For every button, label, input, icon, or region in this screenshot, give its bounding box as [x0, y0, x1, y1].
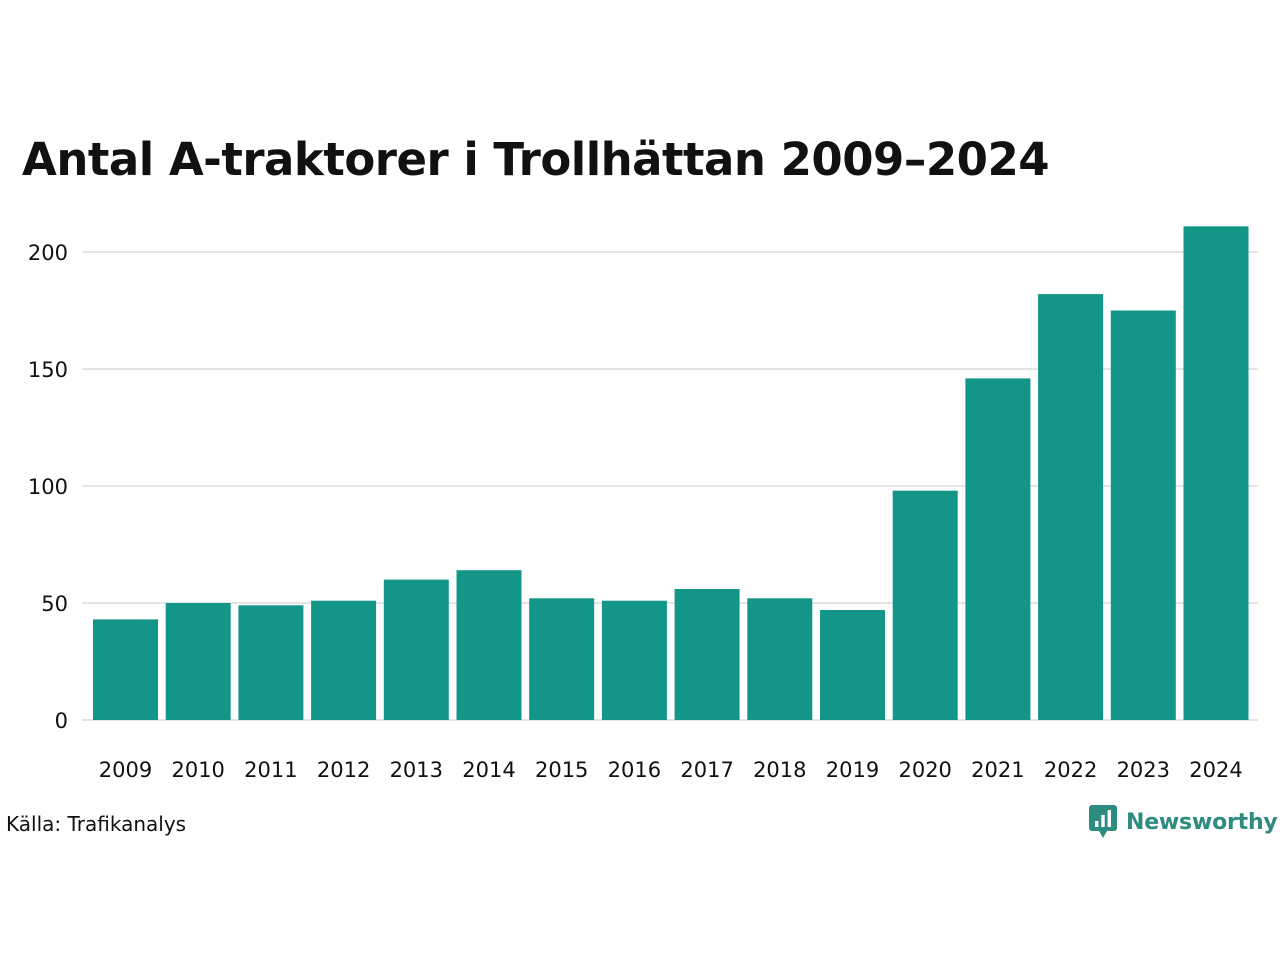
- bar-2012: [311, 600, 377, 720]
- y-tick-label: 150: [28, 358, 68, 382]
- bar-2009: [93, 619, 158, 720]
- bars: [93, 226, 1249, 721]
- x-tick-label: 2020: [898, 758, 951, 782]
- bar-2019: [820, 610, 885, 720]
- bar-chart: 0 50 100 150 200 2009 2010 2011 2012 2013 2014 201…: [28, 226, 1258, 782]
- x-tick-label: 2012: [317, 758, 370, 782]
- bar-2024: [1183, 226, 1249, 721]
- x-tick-label: 2024: [1189, 758, 1242, 782]
- brand-logo: Newsworthy: [1088, 804, 1278, 840]
- y-tick-label: 0: [55, 709, 68, 733]
- x-tick-label: 2013: [390, 758, 443, 782]
- bar-2018: [747, 598, 813, 720]
- y-tick-label: 200: [28, 241, 68, 265]
- bar-2014: [456, 570, 522, 720]
- x-tick-label: 2017: [680, 758, 733, 782]
- chart-title: Antal A-traktorer i Trollhättan 2009–202…: [22, 133, 1050, 186]
- bar-2021: [965, 378, 1031, 720]
- x-tick-label: 2021: [971, 758, 1024, 782]
- x-tick-label: 2010: [171, 758, 224, 782]
- newsworthy-logo-icon: [1089, 805, 1117, 838]
- x-tick-label: 2009: [99, 758, 152, 782]
- y-tick-label: 100: [28, 475, 68, 499]
- x-tick-label: 2018: [753, 758, 806, 782]
- bar-2023: [1110, 310, 1176, 720]
- x-tick-label: 2015: [535, 758, 588, 782]
- x-tick-label: 2016: [608, 758, 661, 782]
- x-tick-label: 2014: [462, 758, 515, 782]
- bar-2017: [674, 589, 740, 720]
- brand-name: Newsworthy: [1126, 809, 1278, 835]
- bar-2015: [529, 598, 595, 720]
- source-note: Källa: Trafikanalys: [6, 812, 187, 836]
- x-axis-tick-labels: 2009 2010 2011 2012 2013 2014 2015 2016 2017 2018…: [99, 758, 1243, 782]
- bar-2022: [1038, 294, 1104, 720]
- bar-2013: [383, 579, 449, 720]
- x-tick-label: 2022: [1044, 758, 1097, 782]
- bar-2016: [601, 600, 667, 720]
- x-tick-label: 2019: [826, 758, 879, 782]
- x-tick-label: 2011: [244, 758, 297, 782]
- x-tick-label: 2023: [1117, 758, 1170, 782]
- y-axis-tick-labels: 0 50 100 150 200: [28, 241, 68, 733]
- y-tick-label: 50: [41, 592, 68, 616]
- bar-2011: [238, 605, 304, 720]
- bar-2020: [892, 490, 958, 720]
- bar-2010: [165, 603, 231, 720]
